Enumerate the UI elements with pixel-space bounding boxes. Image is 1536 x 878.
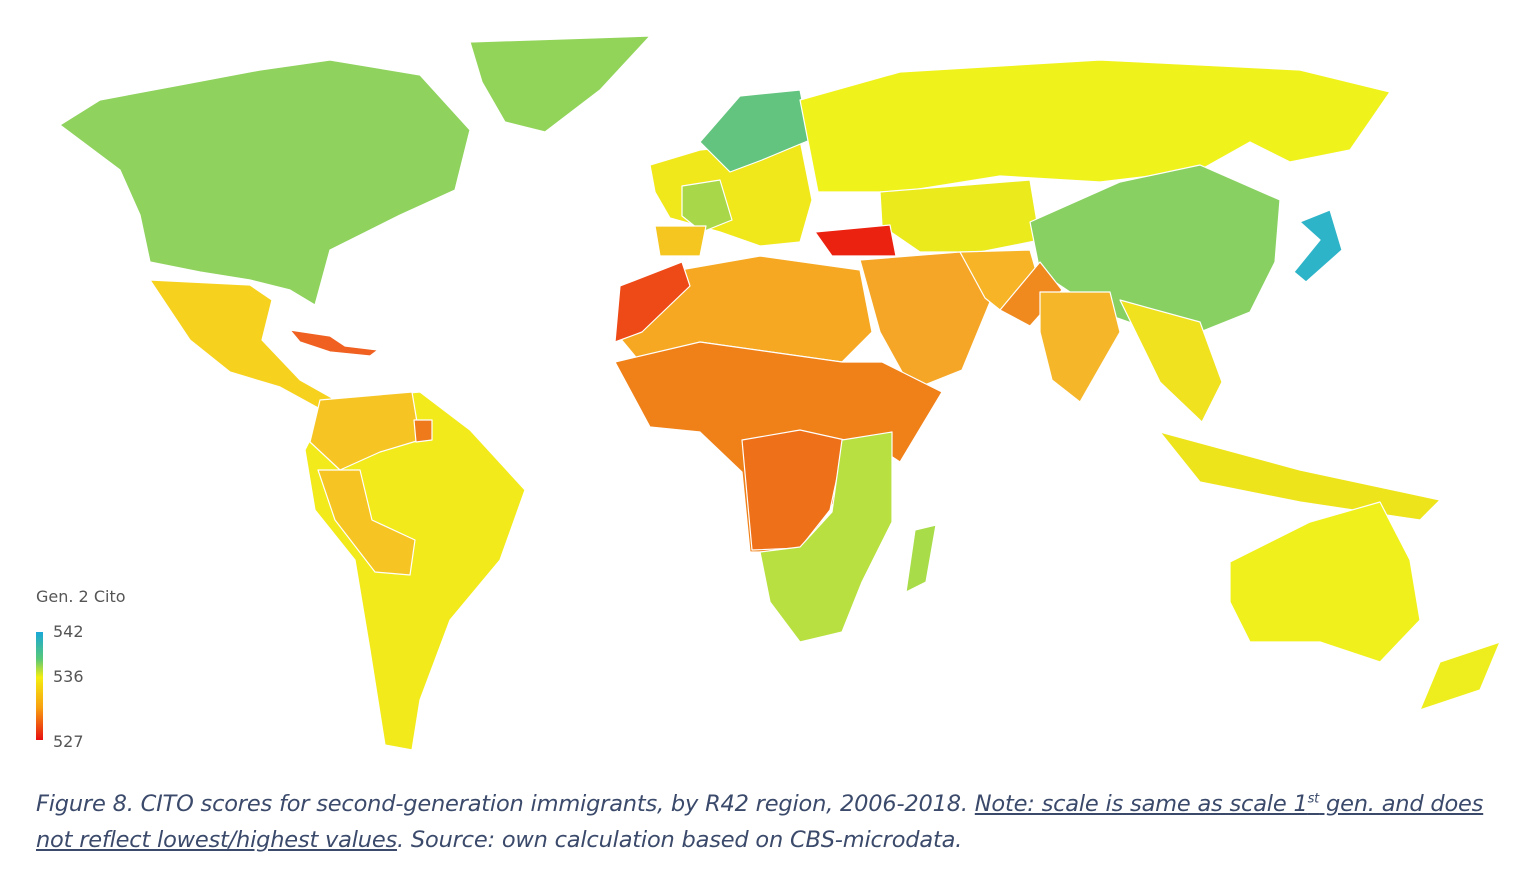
region-russia[interactable] [799,59,1391,193]
region-north-america[interactable] [59,59,471,306]
region-peru-bolivia[interactable] [317,469,416,576]
legend-tick-max: 542 [53,622,84,641]
region-greenland[interactable] [469,35,651,133]
region-east-southern-africa[interactable] [759,431,893,643]
region-northern-south-america[interactable] [309,391,421,471]
region-pakistan[interactable] [999,261,1063,327]
legend-tick-mid: 536 [53,667,84,686]
region-morocco[interactable] [614,261,691,343]
region-turkey[interactable] [814,224,897,257]
figure-caption: Figure 8. CITO scores for second-generat… [36,786,1516,858]
caption-note-b: gen. and does not reflect lowest/highest… [36,791,1484,853]
caption-suffix: . Source: own calculation based on CBS-m… [397,827,963,853]
region-mexico-central-america[interactable] [149,279,333,411]
caption-note: Note: scale is same as scale 1st gen. an… [36,791,1483,853]
region-new-zealand[interactable] [1419,641,1501,711]
region-suriname[interactable] [413,419,433,443]
region-central-africa[interactable] [741,429,846,551]
region-australia[interactable] [1229,501,1421,663]
region-caribbean[interactable] [289,329,379,357]
region-central-asia[interactable] [879,179,1041,253]
legend-color-scale [36,632,43,740]
region-indonesia[interactable] [1159,431,1441,521]
region-india[interactable] [1039,291,1121,403]
region-japan[interactable] [1293,209,1343,283]
caption-note-a: Note: scale is same as scale 1 [974,791,1308,817]
caption-prefix: Figure 8. CITO scores for second-generat… [36,791,975,817]
legend-title: Gen. 2 Cito [36,587,126,606]
legend-tick-min: 527 [53,732,84,751]
region-france[interactable] [681,179,733,233]
region-iberia[interactable] [654,225,707,257]
region-southeast-asia[interactable] [1119,299,1223,423]
caption-note-sup: st [1307,791,1320,807]
region-madagascar[interactable] [905,524,937,593]
world-choropleth-map [59,35,1501,751]
